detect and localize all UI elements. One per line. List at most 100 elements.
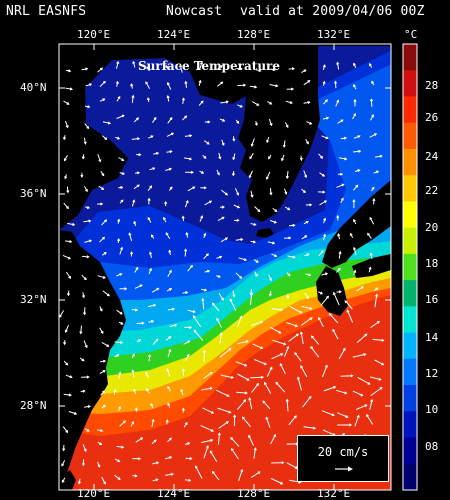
vector-arrowhead [68, 69, 72, 73]
current-vector [286, 171, 289, 179]
land-north [59, 44, 318, 230]
current-vector [131, 95, 134, 103]
vector-arrowhead [217, 274, 221, 278]
current-vector [346, 310, 354, 323]
vector-arrowhead [201, 171, 205, 174]
vector-arrowhead [281, 461, 285, 465]
current-vector [184, 249, 187, 257]
current-vector [231, 448, 239, 460]
vector-arrowhead [62, 448, 66, 452]
vector-arrowhead [149, 267, 152, 271]
vector-arrowhead [307, 80, 311, 83]
current-vector [63, 393, 71, 396]
colorbar-unit: °C [404, 28, 418, 41]
vector-arrowhead [200, 100, 204, 104]
current-vector [147, 304, 156, 308]
colorbar-band [403, 385, 417, 412]
vector-arrowhead [269, 101, 273, 105]
vector-arrowhead [168, 249, 172, 253]
vector-arrowhead [285, 175, 289, 180]
current-vector [248, 435, 254, 446]
vector-arrowhead [188, 325, 193, 330]
current-vector [237, 84, 246, 87]
current-vector [148, 198, 150, 205]
vector-arrowhead [288, 236, 292, 240]
current-vector [238, 469, 243, 481]
vector-arrowhead [195, 465, 198, 469]
vector-arrowhead [168, 348, 172, 353]
vector-arrowhead [262, 400, 266, 404]
vector-arrowhead [173, 323, 178, 327]
vector-arrowhead [310, 335, 314, 339]
vector-arrowhead [136, 184, 140, 188]
vector-arrowhead [134, 474, 138, 478]
current-vector [352, 150, 361, 153]
vector-arrowhead [309, 317, 313, 321]
colorbar-band [403, 463, 417, 491]
vector-arrowhead [243, 83, 247, 87]
vector-arrowhead [336, 99, 340, 103]
current-vector [216, 318, 222, 328]
current-vector [236, 391, 247, 394]
current-vector [119, 247, 123, 255]
vector-arrowhead [104, 219, 108, 223]
vector-arrowhead [62, 137, 67, 141]
vector-arrowhead [117, 477, 121, 480]
current-vector [321, 410, 335, 416]
current-vector [216, 65, 223, 70]
current-vector [356, 404, 367, 410]
vector-arrowhead [338, 250, 342, 254]
current-vector [235, 361, 247, 367]
vector-arrowhead [135, 266, 139, 270]
current-vector [80, 325, 82, 334]
vector-arrowhead [118, 371, 122, 375]
vector-arrowhead [240, 238, 244, 242]
vector-arrowhead [373, 133, 378, 137]
vector-arrowhead [150, 402, 154, 407]
current-vector [102, 290, 110, 297]
vector-arrowhead [344, 157, 348, 161]
colorbar-band [403, 280, 417, 307]
vector-arrowhead [357, 135, 361, 139]
vector-arrowhead [192, 315, 196, 319]
current-vector [270, 434, 276, 445]
vector-arrowhead [337, 267, 341, 271]
vector-arrowhead [185, 200, 189, 204]
vector-arrowhead [66, 101, 70, 105]
colorbar-band [403, 122, 417, 150]
vector-arrowhead [101, 187, 105, 190]
vector-arrowhead [381, 362, 385, 366]
current-vector [203, 371, 213, 379]
vector-arrowhead [324, 99, 328, 103]
current-vector [267, 241, 275, 244]
vector-arrowhead [366, 413, 369, 418]
current-vector [300, 317, 313, 326]
vector-arrowhead [221, 216, 225, 220]
current-vector [83, 220, 91, 223]
current-vector [372, 338, 384, 341]
vector-arrowhead [77, 481, 81, 485]
current-vector [344, 300, 353, 310]
current-vector [335, 100, 339, 107]
vector-arrowhead [180, 388, 184, 392]
colorbar-band [403, 44, 417, 71]
vector-arrowhead [367, 232, 370, 236]
current-vector [250, 321, 263, 326]
current-vector [193, 330, 204, 341]
current-vector [237, 373, 250, 381]
vector-arrowhead [346, 309, 350, 313]
colorbar-band [403, 70, 417, 97]
vector-arrowhead [64, 329, 68, 333]
vector-arrowhead [85, 189, 88, 193]
vector-arrowhead [120, 186, 124, 190]
vector-arrowhead [322, 64, 326, 68]
colorbar-label: 14 [425, 331, 439, 344]
lon-label-top: 120°E [77, 28, 111, 41]
vector-arrowhead [344, 391, 348, 395]
vector-arrowhead [209, 386, 213, 390]
vector-arrowhead [336, 61, 340, 65]
current-vector [356, 286, 364, 292]
vector-arrowhead [243, 258, 248, 262]
vector-arrowhead [66, 206, 69, 210]
current-vector [303, 80, 310, 86]
